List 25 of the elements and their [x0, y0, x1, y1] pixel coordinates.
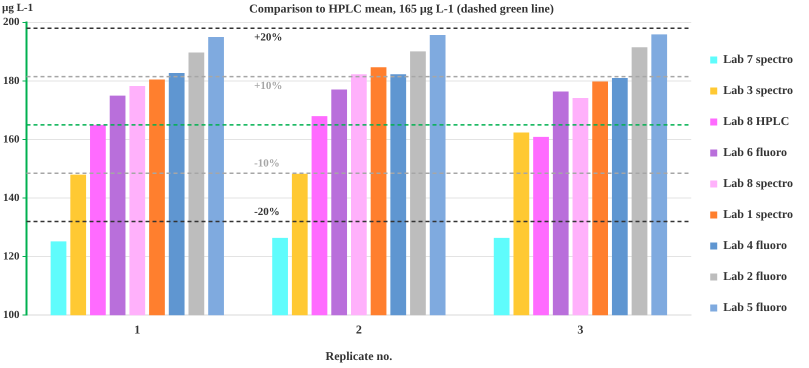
legend-label: Lab 1 spectro — [723, 207, 793, 222]
chart-title: Comparison to HPLC mean, 165 µg L-1 (dashed green line) — [249, 1, 554, 16]
legend-label: Lab 8 spectro — [723, 176, 793, 190]
x-tick-label: 1 — [134, 322, 140, 336]
legend-label: Lab 5 fluoro — [723, 300, 788, 314]
legend-label: Lab 4 fluoro — [723, 238, 788, 252]
x-axis-title: Replicate no. — [326, 348, 392, 363]
legend-label: Lab 8 HPLC — [723, 114, 790, 128]
y-tick-label: 100 — [3, 309, 20, 322]
legend-label: Lab 2 fluoro — [723, 269, 788, 284]
y-axis-title: µg L-1 — [2, 2, 34, 14]
y-tick-label: 160 — [3, 133, 20, 146]
annotation: +10% — [254, 80, 282, 92]
y-tick-label: 200 — [3, 16, 20, 28]
legend-label: Lab 6 fluoro — [723, 145, 788, 160]
x-tick-label: 2 — [356, 322, 362, 336]
legend-label: Lab 7 spectro — [723, 52, 793, 66]
annotation: -10% — [254, 158, 280, 170]
x-tick-label: 3 — [577, 322, 584, 336]
annotation: -20% — [254, 206, 280, 218]
y-tick-label: 140 — [3, 192, 20, 204]
legend-label: Lab 3 spectro — [723, 83, 793, 98]
y-tick-label: 120 — [3, 250, 20, 262]
y-tick-label: 180 — [3, 74, 20, 87]
annotation: +20% — [254, 32, 282, 44]
